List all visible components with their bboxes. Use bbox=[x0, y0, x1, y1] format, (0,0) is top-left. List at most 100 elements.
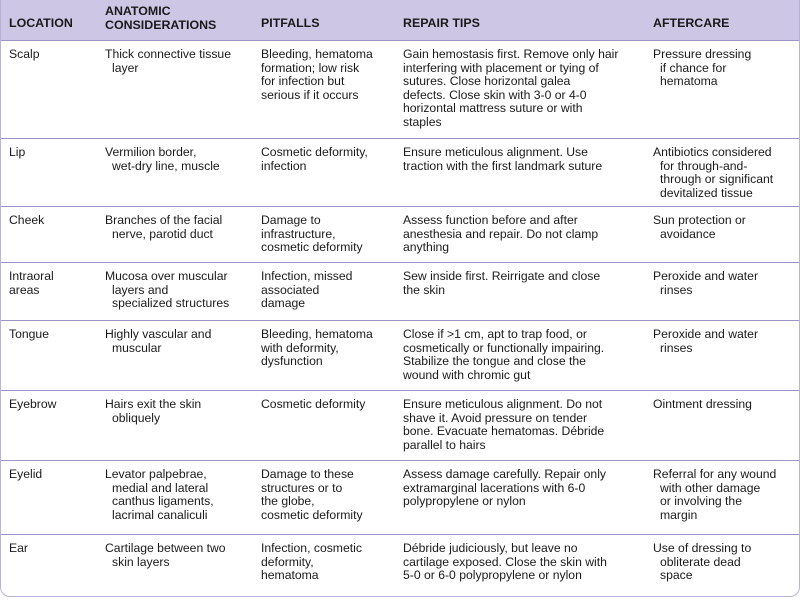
table-cell: Levator palpebrae, medial and lateral cant… bbox=[105, 467, 214, 522]
text-line: traction with the first landmark suture bbox=[403, 158, 603, 173]
table-cell: Cartilage between two skin layers bbox=[105, 541, 226, 569]
text-line: serious if it occurs bbox=[261, 87, 359, 102]
table-cell: Vermilion border, wet-dry line, muscle bbox=[105, 145, 220, 173]
text-line: Referral for any wound bbox=[653, 467, 777, 481]
text-line: hematoma bbox=[660, 74, 718, 89]
table-cell: Eyebrow bbox=[9, 397, 56, 412]
text-line: associated bbox=[261, 282, 320, 297]
row-separator bbox=[1, 460, 799, 461]
text-line: Débride judiciously, but leave no bbox=[403, 541, 578, 555]
text-line: Ensure meticulous alignment. Use bbox=[403, 145, 588, 159]
header-cell: REPAIR TIPS bbox=[403, 16, 480, 31]
text-line: or involving the bbox=[660, 494, 742, 509]
text-line: CONSIDERATIONS bbox=[105, 17, 217, 32]
text-line: Hairs exit the skin bbox=[105, 397, 202, 411]
table-cell: Branches of the facial nerve, parotid duc… bbox=[105, 213, 223, 241]
text-line: shave it. Avoid pressure on tender bbox=[403, 410, 588, 425]
text-line: Peroxide and water bbox=[653, 327, 759, 341]
text-line: areas bbox=[9, 282, 40, 297]
text-line: wet-dry line, muscle bbox=[112, 158, 220, 173]
table-cell: Eyelid bbox=[9, 467, 43, 482]
table-cell: Cosmetic deformity, infection bbox=[261, 145, 368, 173]
text-line: Ear bbox=[9, 541, 28, 555]
text-line: Ointment dressing bbox=[653, 397, 752, 411]
text-line: Peroxide and water bbox=[653, 269, 759, 283]
table-cell: Hairs exit the skin obliquely bbox=[105, 397, 202, 425]
row-separator bbox=[1, 40, 799, 41]
row-separator bbox=[1, 262, 799, 263]
text-line: Antibiotics considered bbox=[653, 145, 772, 159]
table-cell: Assess function before and after anesthes… bbox=[403, 213, 598, 255]
text-line: Assess damage carefully. Repair only bbox=[403, 467, 606, 481]
text-line: Damage to bbox=[261, 213, 321, 227]
text-line: Ensure meticulous alignment. Do not bbox=[403, 397, 603, 411]
text-line: cosmetic deformity bbox=[261, 507, 363, 522]
text-line: 5-0 or 6-0 polypropylene or nylon bbox=[403, 568, 582, 583]
text-line: with other damage bbox=[660, 480, 761, 495]
text-line: Cheek bbox=[9, 213, 45, 227]
text-line: Scalp bbox=[9, 47, 40, 61]
table-cell: Gain hemostasis first. Remove only hair i… bbox=[403, 47, 619, 130]
text-line: the globe, bbox=[261, 494, 315, 509]
text-line: Damage to these bbox=[261, 467, 354, 481]
text-line: deformity, bbox=[261, 554, 314, 569]
text-line: devitalized tissue bbox=[660, 185, 753, 200]
text-line: canthus ligaments, bbox=[112, 494, 214, 509]
header-cell: AFTERCARE bbox=[653, 16, 730, 31]
text-line: specialized structures bbox=[112, 296, 230, 311]
text-line: through or significant bbox=[660, 172, 774, 187]
text-line: Infection, cosmetic bbox=[261, 541, 362, 555]
header-cell: PITFALLS bbox=[261, 16, 320, 31]
text-line: muscular bbox=[112, 340, 162, 355]
text-line: Sun protection or bbox=[653, 213, 746, 227]
row-separator bbox=[1, 534, 799, 535]
text-line: Tongue bbox=[9, 327, 49, 341]
table-cell: Tongue bbox=[9, 327, 49, 342]
text-line: cosmetically or functionally impairing. bbox=[403, 340, 605, 355]
text-line: horizontal mattress suture or with bbox=[403, 101, 583, 116]
table-cell: Scalp bbox=[9, 47, 40, 62]
table-cell: Damage to infrastructure, cosmetic deformi… bbox=[261, 213, 363, 255]
text-line: damage bbox=[261, 296, 306, 311]
text-line: Use of dressing to bbox=[653, 541, 752, 555]
table-cell: Pressure dressing if chance for hematoma bbox=[653, 47, 752, 89]
text-line: lacrimal canaliculi bbox=[112, 507, 208, 522]
table-cell: Thick connective tissue layer bbox=[105, 47, 231, 75]
text-line: medial and lateral bbox=[112, 480, 209, 495]
text-line: AFTERCARE bbox=[653, 16, 730, 30]
table-cell: Cheek bbox=[9, 213, 45, 228]
text-line: Pressure dressing bbox=[653, 47, 752, 61]
table-cell: Close if >1 cm, apt to trap food, or cosm… bbox=[403, 327, 605, 382]
text-line: for infection but bbox=[261, 74, 345, 89]
text-line: Cosmetic deformity, bbox=[261, 145, 368, 159]
text-line: layers and bbox=[112, 282, 169, 297]
table-cell: Antibiotics considered for through-and-th… bbox=[653, 145, 774, 200]
table-cell: Peroxide and water rinses bbox=[653, 269, 759, 297]
text-line: wound with chromic gut bbox=[403, 367, 531, 382]
text-line: Branches of the facial bbox=[105, 213, 223, 227]
text-line: staples bbox=[403, 114, 442, 129]
text-line: Intraoral bbox=[9, 269, 54, 283]
text-line: Sew inside first. Reirrigate and close bbox=[403, 269, 601, 283]
table-cell: Highly vascular and muscular bbox=[105, 327, 211, 355]
text-line: Gain hemostasis first. Remove only hair bbox=[403, 47, 619, 61]
table-cell: Ensure meticulous alignment. Use traction… bbox=[403, 145, 603, 173]
table-cell: Use of dressing to obliterate dead space bbox=[653, 541, 752, 583]
text-line: obliterate dead bbox=[660, 554, 741, 569]
text-line: obliquely bbox=[112, 410, 161, 425]
text-line: infrastructure, bbox=[261, 226, 336, 241]
table-cell: Damage to these structures or to the globe… bbox=[261, 467, 363, 522]
text-line: nerve, parotid duct bbox=[112, 226, 213, 241]
text-line: rinses bbox=[660, 340, 693, 355]
text-line: Bleeding, hematoma bbox=[261, 327, 373, 341]
header-cell: ANATOMIC CONSIDERATIONS bbox=[105, 4, 217, 32]
text-line: infection bbox=[261, 158, 307, 173]
text-line: sutures. Close horizontal galea bbox=[403, 74, 571, 89]
text-line: Eyelid bbox=[9, 467, 43, 481]
text-line: Mucosa over muscular bbox=[105, 269, 228, 283]
table-cell: Ensure meticulous alignment. Do not shave… bbox=[403, 397, 604, 452]
row-separator bbox=[1, 390, 799, 391]
table-cell: Referral for any wound with other damage o… bbox=[653, 467, 777, 522]
row-separator bbox=[1, 320, 799, 321]
